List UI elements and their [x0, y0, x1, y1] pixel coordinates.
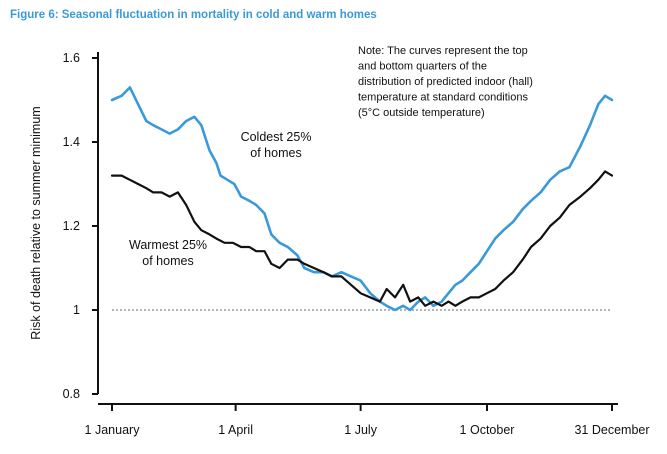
series-annotation: of homes: [250, 146, 301, 160]
x-tick-label: 1 April: [218, 423, 253, 437]
series-annotation: Coldest 25%: [241, 130, 312, 144]
series-annotation: of homes: [142, 254, 193, 268]
y-tick-label: 1.4: [63, 135, 80, 149]
chart-note: and bottom quarters of the: [358, 61, 487, 73]
y-tick-label: 1: [73, 303, 80, 317]
series-line: [110, 170, 614, 307]
figure-title: Figure 6: Seasonal fluctuation in mortal…: [10, 9, 377, 21]
x-tick-label: 1 January: [85, 423, 141, 437]
x-tick-label: 31 December: [574, 423, 649, 437]
x-tick-label: 1 October: [460, 423, 515, 437]
chart-note: distribution of predicted indoor (hall): [358, 76, 533, 88]
chart-note: (5°C outside temperature): [358, 107, 485, 119]
y-axis-label: Risk of death relative to summer minimum: [29, 106, 43, 339]
series-line: [110, 86, 614, 312]
y-tick-label: 0.8: [63, 387, 80, 401]
x-tick-label: 1 July: [344, 423, 377, 437]
series-annotation: Warmest 25%: [129, 238, 207, 252]
chart-note: temperature at standard conditions: [358, 92, 528, 104]
chart-note: Note: The curves represent the top: [358, 45, 528, 57]
y-tick-label: 1.6: [63, 51, 80, 65]
y-tick-label: 1.2: [63, 219, 80, 233]
